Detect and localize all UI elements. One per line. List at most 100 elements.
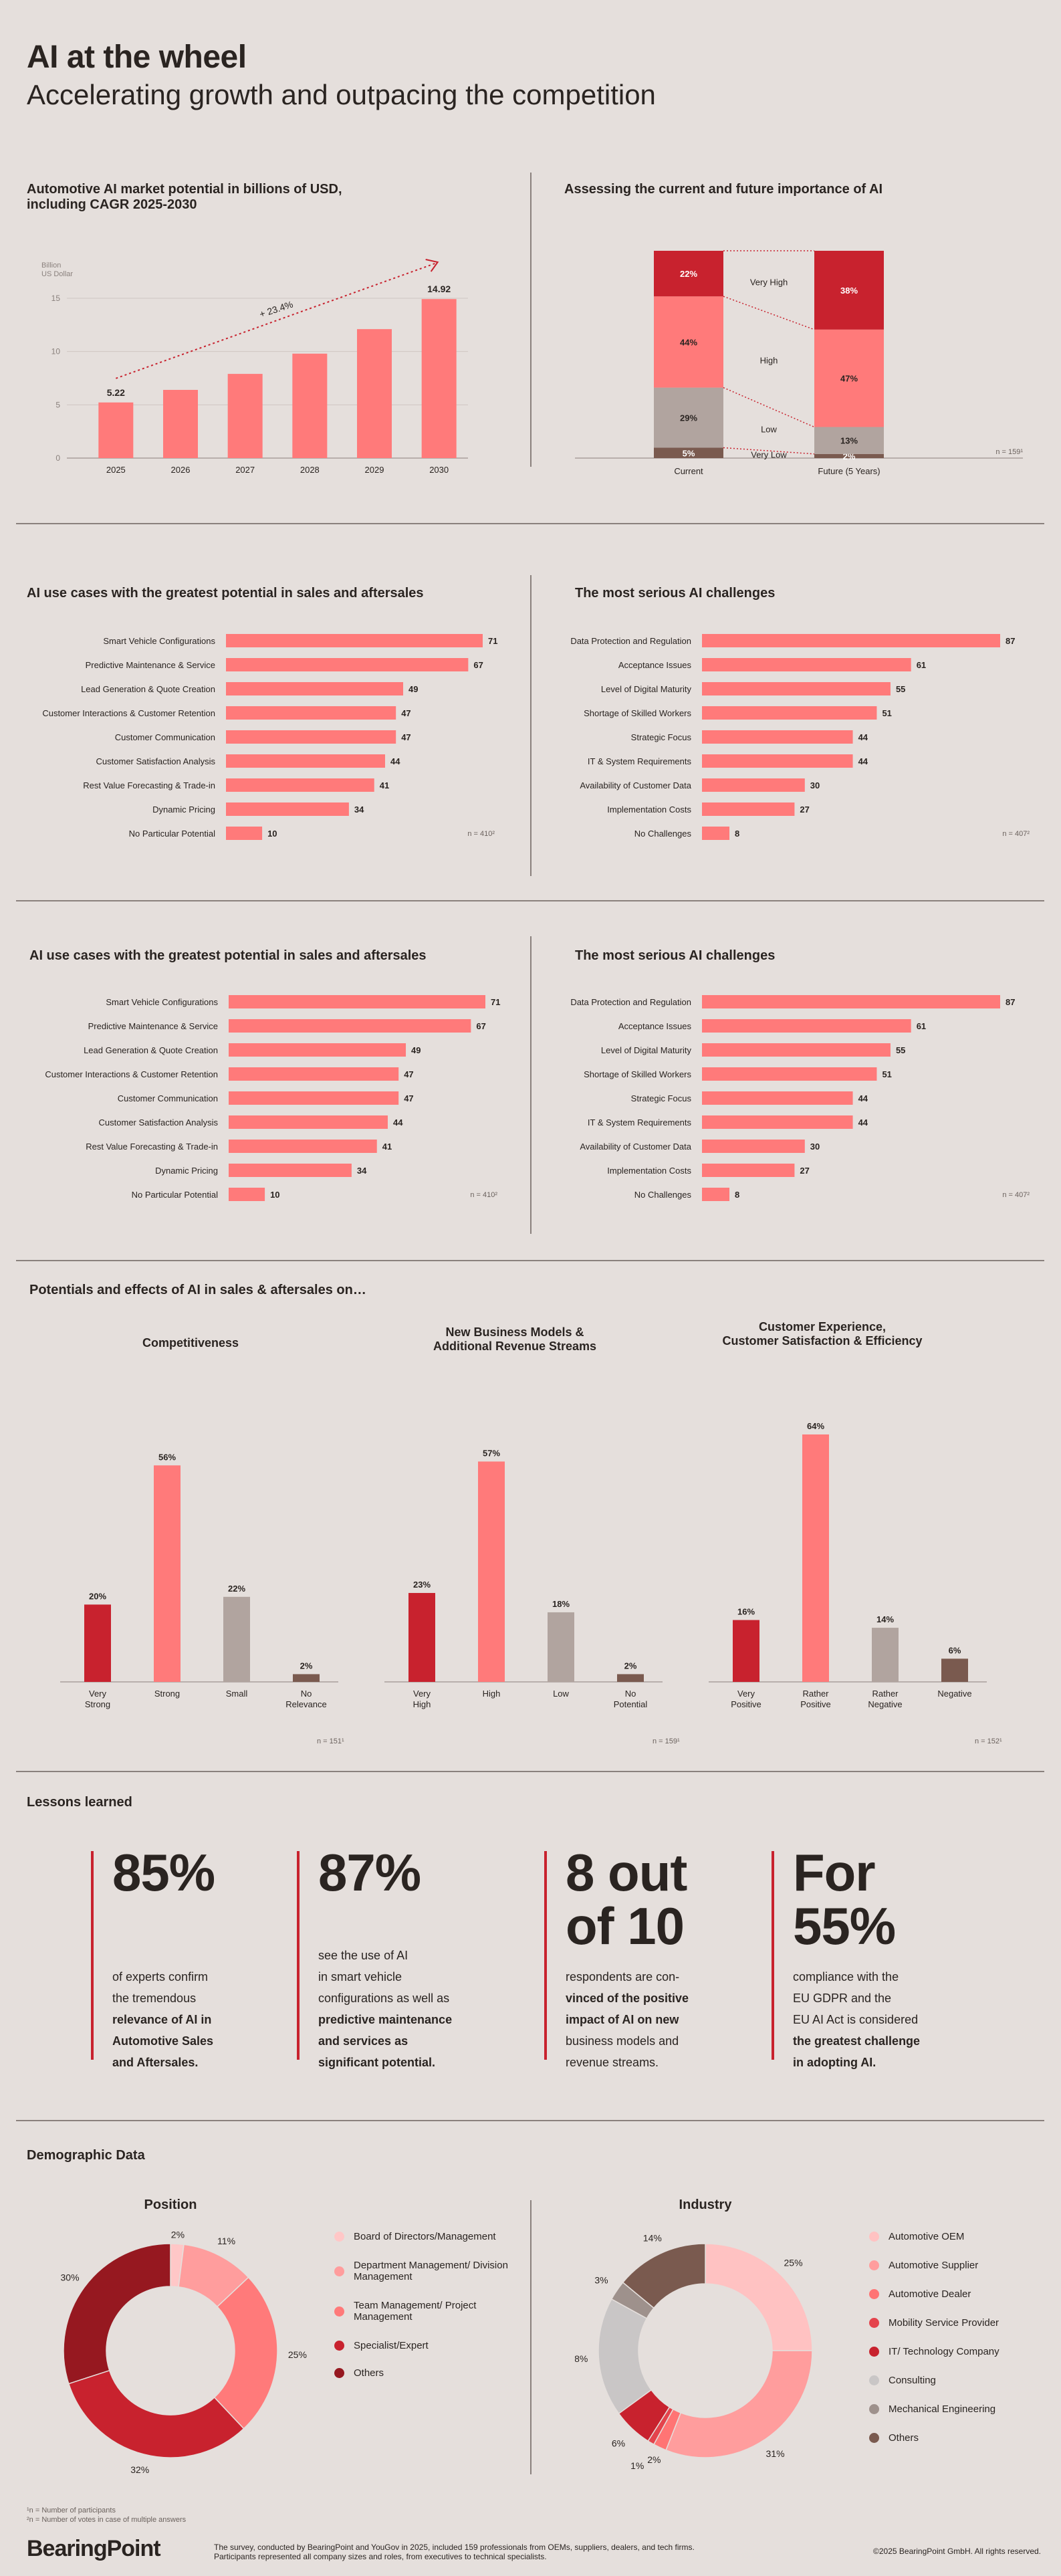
data-label: 34 (357, 1166, 367, 1176)
data-label: 23% (413, 1580, 431, 1590)
lesson-figure: 85% (112, 1843, 215, 1902)
legend-label: Mobility Service Provider (889, 2317, 999, 2329)
lesson-line: revenue streams. (566, 2056, 659, 2069)
category-label: Rest Value Forecasting & Trade-in (86, 1142, 218, 1152)
lesson-line: in adopting AI. (793, 2056, 876, 2069)
lesson-line: compliance with the (793, 1970, 899, 1983)
bar (227, 374, 263, 458)
donut-slice (63, 2243, 171, 2385)
x-tick-label: No (625, 1689, 636, 1699)
divider (530, 2200, 532, 2474)
challenges1-title: The most serious AI challenges (575, 586, 776, 601)
y-tick-label: 5 (55, 400, 60, 409)
legend-swatch (334, 2341, 344, 2351)
data-label: 64% (807, 1421, 824, 1431)
legend-item: Specialist/Expert (334, 2340, 521, 2351)
lesson-figure: 55% (793, 1897, 896, 1955)
position-legend: Board of Directors/Management Department … (334, 2231, 521, 2379)
data-label: 67 (473, 660, 483, 670)
effects-title-line: New Business Models & (445, 1325, 584, 1339)
effects-title-line: Customer Satisfaction & Efficiency (722, 1334, 923, 1348)
legend-label: Consulting (889, 2375, 936, 2386)
bar (229, 1115, 388, 1129)
data-label: 47 (404, 1069, 413, 1079)
stacked-segment (654, 296, 723, 388)
demographic-title: Demographic Data (27, 2148, 145, 2163)
lesson-line: relevance of AI in (112, 2013, 212, 2026)
bar (421, 299, 457, 458)
legend-item: Board of Directors/Management (334, 2231, 521, 2242)
category-label: Level of Digital Maturity (601, 1045, 692, 1055)
data-label: 44 (858, 1117, 868, 1128)
bar (357, 329, 392, 458)
x-tick-label: 2025 (106, 465, 126, 475)
lesson-line: in smart vehicle (318, 1970, 402, 1983)
x-tick-label: Negative (937, 1689, 971, 1699)
lesson-figure: 8 out (566, 1843, 687, 1902)
category-label: Acceptance Issues (618, 1021, 692, 1031)
bar (733, 1620, 759, 1682)
data-label: 2% (624, 1660, 637, 1671)
data-label: 8 (735, 829, 739, 839)
data-label: 30 (810, 780, 820, 790)
slice-label: 31% (766, 2448, 785, 2459)
competitiveness-bar-chart: 20%VeryStrong56%Strong22%Small2%NoReleva… (60, 1452, 338, 1709)
category-label: Shortage of Skilled Workers (584, 708, 691, 718)
x-tick-label: Positive (731, 1699, 761, 1709)
legend-item: Others (869, 2432, 1043, 2444)
effects-chart-title: Customer Experience, Customer Satisfacti… (689, 1320, 956, 1348)
x-tick-label: Future (5 Years) (818, 466, 880, 476)
lesson-figure: 87% (318, 1843, 421, 1902)
importance-chart-title: Assessing the current and future importa… (564, 182, 883, 197)
series-label: Very High (750, 278, 788, 288)
category-label: Smart Vehicle Configurations (106, 997, 218, 1007)
donut-slice (213, 2276, 278, 2430)
category-label: Smart Vehicle Configurations (103, 636, 215, 646)
legend-swatch (869, 2260, 879, 2270)
section-divider (16, 1771, 1044, 1772)
data-label: 87 (1006, 997, 1015, 1007)
data-label: 10 (267, 829, 277, 839)
category-label: Implementation Costs (607, 804, 691, 815)
lesson-line: predictive maintenance (318, 2013, 453, 2026)
data-label: 27 (800, 1166, 809, 1176)
legend-label: Board of Directors/Management (354, 2231, 496, 2242)
bar (702, 634, 1000, 647)
legend-label: Others (889, 2432, 919, 2444)
x-tick-label: Rather (802, 1689, 829, 1699)
section-divider (16, 2120, 1044, 2121)
segment-label: 13% (840, 436, 858, 446)
legend-swatch (869, 2433, 879, 2443)
lesson-line: EU GDPR and the (793, 1992, 892, 2005)
category-label: Lead Generation & Quote Creation (84, 1045, 218, 1055)
lesson-line: respondents are con- (566, 1970, 680, 1983)
bar (802, 1434, 829, 1682)
data-label: 6% (949, 1645, 961, 1655)
legend-label: Automotive Dealer (889, 2288, 971, 2300)
segment-label: 29% (680, 413, 697, 423)
x-tick-label: Current (674, 466, 703, 476)
bar (226, 634, 483, 647)
data-label: 55 (896, 684, 905, 694)
bar (702, 730, 853, 744)
divider (530, 936, 532, 1234)
donut-slice (622, 2243, 706, 2309)
bar (478, 1461, 505, 1682)
category-label: Customer Satisfaction Analysis (99, 1117, 219, 1128)
data-label: 30 (810, 1142, 820, 1152)
data-label: 51 (882, 1069, 891, 1079)
legend-swatch (869, 2318, 879, 2328)
legend-item: Consulting (869, 2375, 1043, 2386)
slice-label: 11% (217, 2236, 235, 2246)
x-tick-label: Very (737, 1689, 755, 1699)
series-label: High (760, 356, 778, 366)
data-label: 47 (401, 732, 410, 742)
bar (226, 658, 469, 671)
bar (702, 995, 1000, 1008)
category-label: Strategic Focus (631, 732, 692, 742)
data-label: 34 (354, 804, 364, 815)
category-label: IT & System Requirements (588, 756, 692, 766)
data-label: 47 (401, 708, 410, 718)
x-tick-label: Relevance (285, 1699, 326, 1709)
